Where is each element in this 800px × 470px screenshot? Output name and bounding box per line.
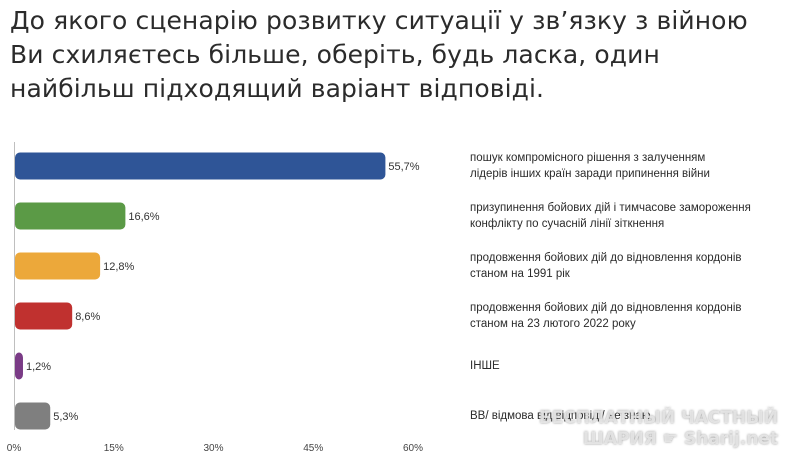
bar-6 — [15, 402, 51, 430]
bar-value-label-6: 5,3% — [53, 411, 78, 423]
title-line-3: найбільш підходящий варіант відповіді. — [10, 74, 545, 103]
legend-item-3-line-1: продовження бойових дій до відновлення к… — [470, 252, 742, 264]
legend-item-6: ВВ/ відмова від відповіді/ не знаю — [470, 408, 795, 424]
title-line-2: Ви схиляєтесь більше, оберіть, будь ласк… — [10, 40, 660, 69]
bar-value-label-1: 55,7% — [388, 161, 419, 173]
x-tick-label-5: 60% — [403, 443, 423, 454]
legend-item-1-line-1: пошук компромісного рішення з залученням — [470, 152, 706, 164]
title-line-1: До якого сценарію розвитку ситуації у зв… — [10, 6, 748, 35]
legend-item-4-line-1: продовження бойових дій до відновлення к… — [470, 302, 742, 314]
bar-5 — [15, 352, 23, 380]
legend-item-4: продовження бойових дій до відновлення к… — [470, 300, 795, 332]
bar-4 — [15, 302, 73, 330]
legend-item-1-line-2: лідерів інших країн заради припинення ві… — [470, 168, 710, 180]
legend-item-1: пошук компромісного рішення з залученням… — [470, 150, 795, 182]
bar-value-label-2: 16,6% — [128, 211, 159, 223]
bar-value-label-3: 12,8% — [103, 261, 134, 273]
legend-item-4-line-2: станом на 23 лютого 2022 року — [470, 318, 636, 330]
legend-item-5-line-1: ІНШЕ — [470, 360, 500, 372]
bar-2 — [15, 202, 126, 230]
chart-title: До якого сценарію розвитку ситуації у зв… — [10, 4, 748, 106]
x-tick-label-4: 45% — [303, 443, 323, 454]
bar-1 — [15, 152, 386, 180]
x-tick-label-2: 15% — [104, 443, 124, 454]
bar-3 — [15, 252, 101, 280]
x-tick-label-3: 30% — [203, 443, 223, 454]
legend-item-5: ІНШЕ — [470, 358, 795, 374]
legend-item-3-line-2: станом на 1991 рік — [470, 268, 570, 280]
bar-value-label-5: 1,2% — [26, 361, 51, 373]
legend-item-2-line-2: конфлікту по сучасній лінії зіткнення — [470, 218, 665, 230]
bar-value-label-4: 8,6% — [75, 311, 100, 323]
legend-item-2: призупинення бойових дій і тимчасове зам… — [470, 200, 795, 232]
legend-item-2-line-1: призупинення бойових дій і тимчасове зам… — [470, 202, 751, 214]
legend-item-3: продовження бойових дій до відновлення к… — [470, 250, 795, 282]
legend-item-6-line-1: ВВ/ відмова від відповіді/ не знаю — [470, 410, 651, 422]
x-tick-label-1: 0% — [7, 443, 22, 454]
